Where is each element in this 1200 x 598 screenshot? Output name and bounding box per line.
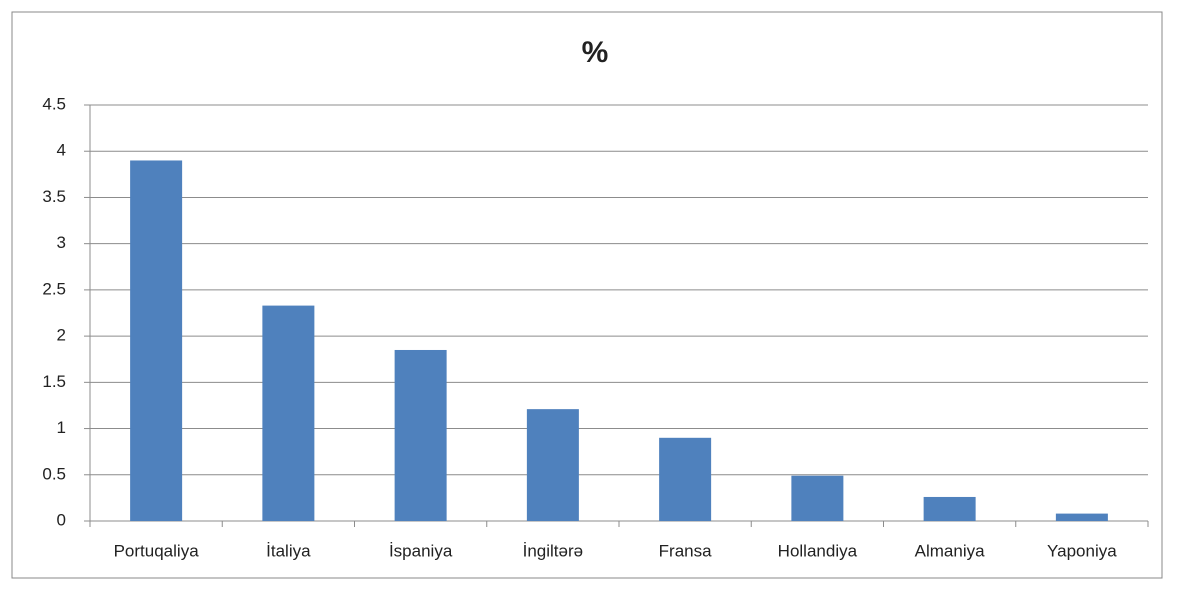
x-tick-label: Almaniya — [915, 541, 985, 560]
x-tick-label: Portuqaliya — [114, 541, 200, 560]
chart-border — [11, 11, 1163, 579]
x-tick-label: İngiltərə — [523, 541, 583, 560]
y-tick-label: 2 — [57, 326, 66, 345]
bar — [659, 437, 712, 521]
bar — [923, 496, 976, 521]
x-tick-label: Yaponiya — [1047, 541, 1117, 560]
bar — [791, 475, 844, 521]
y-tick-label: 1 — [57, 418, 66, 437]
bar — [262, 305, 315, 521]
x-tick-label: Fransa — [659, 541, 712, 560]
y-tick-label: 4 — [57, 141, 66, 160]
chart-title: % — [582, 36, 609, 69]
bar — [394, 349, 447, 521]
bar — [130, 160, 183, 521]
y-tick-label: 3.5 — [42, 187, 66, 206]
y-tick-label: 2.5 — [42, 279, 66, 298]
y-tick-label: 0.5 — [42, 464, 66, 483]
x-tick-label: Hollandiya — [778, 541, 858, 560]
y-tick-label: 1.5 — [42, 372, 66, 391]
bar — [1055, 513, 1108, 521]
y-tick-label: 3 — [57, 233, 66, 252]
x-tick-label: İspaniya — [389, 541, 453, 560]
x-tick-label: İtaliya — [266, 541, 311, 560]
y-tick-label: 4.5 — [42, 94, 66, 113]
bar — [526, 409, 579, 521]
y-tick-label: 0 — [57, 510, 66, 529]
